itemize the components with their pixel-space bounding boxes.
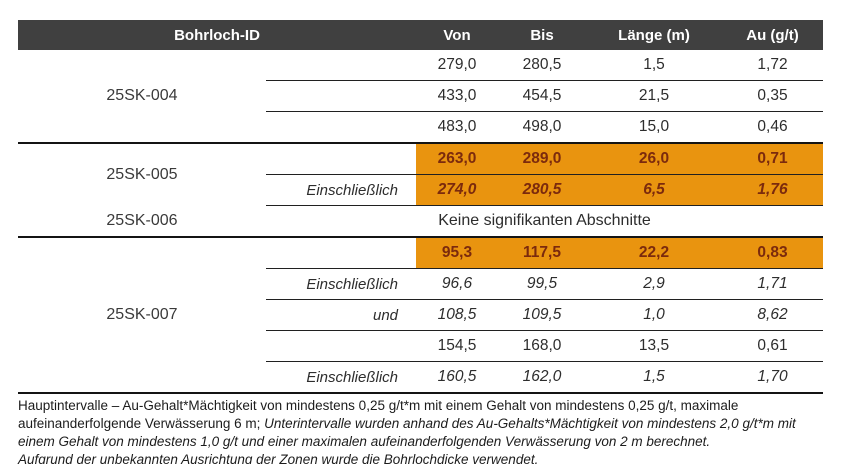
table-row: 25SK-006 Keine signifikanten Abschnitte xyxy=(18,205,824,237)
au-cell: 0,35 xyxy=(722,80,824,112)
von-cell: 483,0 xyxy=(416,111,499,143)
au-cell: 0,61 xyxy=(722,330,824,362)
qualifier-cell: und xyxy=(266,299,417,331)
footnote-segment: aufeinanderfolgende Verwässerung 6 m; xyxy=(18,416,265,431)
von-cell: 433,0 xyxy=(416,80,499,112)
au-cell: 8,62 xyxy=(722,299,824,331)
laenge-cell: 6,5 xyxy=(586,174,723,206)
von-cell: 154,5 xyxy=(416,330,499,362)
laenge-cell: 1,5 xyxy=(586,50,723,81)
footnote-segment: Unterintervalle wurden anhand des Au-Geh… xyxy=(264,416,796,431)
footnote-segment: Aufgrund der unbekannten Ausrichtung der… xyxy=(18,452,539,464)
footnote-segment: einem Gehalt von mindestens 1,0 g/t und … xyxy=(18,434,711,449)
no-intervals-cell: Keine signifikanten Abschnitte xyxy=(266,205,824,237)
table-header: Bohrloch-ID Von Bis Länge (m) Au (g/t) xyxy=(18,20,824,50)
qualifier-cell: Einschließlich xyxy=(266,174,417,206)
au-cell: 1,70 xyxy=(722,361,824,393)
qualifier-cell xyxy=(266,236,417,269)
laenge-cell: 21,5 xyxy=(586,80,723,112)
laenge-cell: 15,0 xyxy=(586,111,723,143)
laenge-cell: 1,0 xyxy=(586,299,723,331)
bohrloch-id-cell: 25SK-006 xyxy=(18,205,266,237)
laenge-cell: 1,5 xyxy=(586,361,723,393)
bis-cell: 280,5 xyxy=(498,174,587,206)
von-cell: 108,5 xyxy=(416,299,499,331)
laenge-cell: 13,5 xyxy=(586,330,723,362)
bis-cell: 498,0 xyxy=(498,111,587,143)
von-cell: 263,0 xyxy=(416,142,499,175)
von-cell: 160,5 xyxy=(416,361,499,393)
au-cell: 0,83 xyxy=(722,236,824,269)
column-header-laenge: Länge (m) xyxy=(586,20,723,50)
table-body: 25SK-004 279,0 280,5 1,5 1,72 433,0 454,5 21,5 0… xyxy=(18,50,824,393)
drill-results-table: Bohrloch-ID Von Bis Länge (m) Au (g/t) 2… xyxy=(18,20,824,394)
qualifier-cell: Einschließlich xyxy=(266,268,417,300)
laenge-cell: 2,9 xyxy=(586,268,723,300)
qualifier-cell xyxy=(266,80,417,112)
bis-cell: 454,5 xyxy=(498,80,587,112)
footnote-segment: Hauptintervalle – Au-Gehalt*Mächtigkeit … xyxy=(18,398,739,413)
footnote-line: Aufgrund der unbekannten Ausrichtung der… xyxy=(18,451,823,464)
header-row: Bohrloch-ID Von Bis Länge (m) Au (g/t) xyxy=(18,20,824,50)
au-cell: 0,71 xyxy=(722,142,824,175)
von-cell: 96,6 xyxy=(416,268,499,300)
table-row: 25SK-007 95,3 117,5 22,2 0,83 xyxy=(18,236,824,393)
au-cell: 1,71 xyxy=(722,268,824,300)
footnote-line: Hauptintervalle – Au-Gehalt*Mächtigkeit … xyxy=(18,397,823,415)
bis-cell: 99,5 xyxy=(498,268,587,300)
footnote: Hauptintervalle – Au-Gehalt*Mächtigkeit … xyxy=(18,397,823,464)
table-row: 154,5 168,0 13,5 0,61 xyxy=(18,330,824,362)
qualifier-cell xyxy=(266,142,417,175)
bohrloch-id-cell: 25SK-005 xyxy=(18,142,266,206)
bis-cell: 289,0 xyxy=(498,142,587,175)
column-header-von: Von xyxy=(416,20,499,50)
table-row: Einschließlich 274,0 280,5 6,5 1,76 xyxy=(18,174,824,206)
table-row: Einschließlich 160,5 162,0 1,5 1,70 xyxy=(18,361,824,393)
laenge-cell: 26,0 xyxy=(586,142,723,175)
au-cell: 1,72 xyxy=(722,50,824,81)
table-row: Einschließlich 96,6 99,5 2,9 1,71 xyxy=(18,268,824,300)
bohrloch-id-cell: 25SK-007 xyxy=(18,236,266,393)
table-row: 25SK-005 263,0 289,0 26,0 0,71 xyxy=(18,142,824,206)
column-header-bis: Bis xyxy=(498,20,587,50)
au-cell: 0,46 xyxy=(722,111,824,143)
von-cell: 279,0 xyxy=(416,50,499,81)
footnote-line: aufeinanderfolgende Verwässerung 6 m; Un… xyxy=(18,415,823,433)
column-header-bohrloch-id: Bohrloch-ID xyxy=(18,20,417,50)
von-cell: 274,0 xyxy=(416,174,499,206)
bis-cell: 280,5 xyxy=(498,50,587,81)
table-row: und 108,5 109,5 1,0 8,62 xyxy=(18,299,824,331)
qualifier-cell xyxy=(266,330,417,362)
table-row: 25SK-004 279,0 280,5 1,5 1,72 xyxy=(18,50,824,143)
table-row: 433,0 454,5 21,5 0,35 xyxy=(18,80,824,112)
laenge-cell: 22,2 xyxy=(586,236,723,269)
qualifier-cell xyxy=(266,50,417,81)
von-cell: 95,3 xyxy=(416,236,499,269)
column-header-au: Au (g/t) xyxy=(722,20,824,50)
bohrloch-id-cell: 25SK-004 xyxy=(18,50,266,143)
bis-cell: 109,5 xyxy=(498,299,587,331)
qualifier-cell xyxy=(266,111,417,143)
bis-cell: 162,0 xyxy=(498,361,587,393)
bis-cell: 168,0 xyxy=(498,330,587,362)
footnote-line: einem Gehalt von mindestens 1,0 g/t und … xyxy=(18,433,823,451)
qualifier-cell: Einschließlich xyxy=(266,361,417,393)
table-row: 483,0 498,0 15,0 0,46 xyxy=(18,111,824,143)
bis-cell: 117,5 xyxy=(498,236,587,269)
au-cell: 1,76 xyxy=(722,174,824,206)
